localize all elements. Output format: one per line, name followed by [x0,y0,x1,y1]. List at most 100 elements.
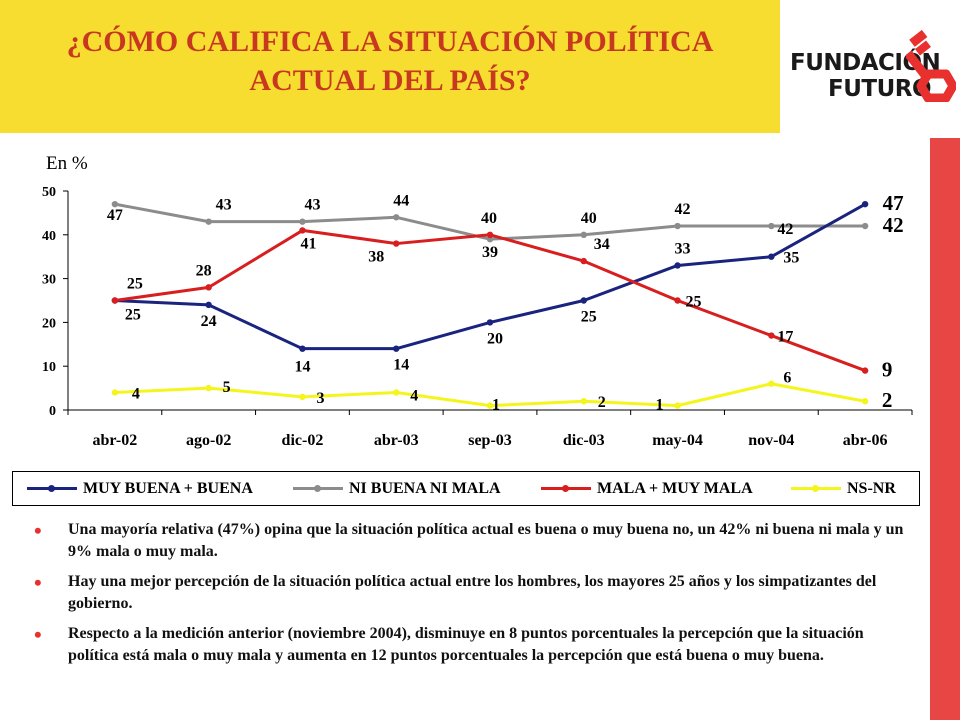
data-label-ns-nr: 2 [598,394,606,411]
data-label-mala: 41 [300,235,316,252]
logo-text-line2: FUTURO [828,76,932,102]
legend-item-mala: MALA + MUY MALA [541,472,753,505]
y-tick-label: 40 [42,229,56,244]
data-label-muy-buena: 47 [883,191,904,215]
legend-label-ns-nr: NS-NR [847,479,896,497]
data-point-mala [486,231,494,238]
data-point-mala [299,227,306,234]
data-point-mala [205,284,212,291]
x-tick-label: dic-03 [563,432,605,449]
legend-item-muy-buena: MUY BUENA + BUENA [27,472,253,505]
x-tick-label: ago-02 [186,432,231,449]
data-point-muy-buena [486,319,494,326]
data-point-ni-buena [674,222,681,230]
page-title-line2: ACTUAL DEL PAÍS? [249,64,531,97]
data-label-ns-nr: 1 [492,397,500,414]
data-label-ns-nr: 6 [783,370,791,387]
data-label-ni-buena: 42 [675,201,691,218]
finding-item: • Hay una mejor percepción de la situaci… [30,571,910,615]
data-point-ns-nr [486,402,494,409]
data-point-muy-buena [580,297,587,304]
data-label-mala: 40 [481,210,497,227]
data-point-ns-nr [205,384,212,392]
y-tick-label: 0 [49,404,56,419]
data-label-ni-buena: 42 [883,213,904,237]
chart-legend: MUY BUENA + BUENA NI BUENA NI MALA MALA … [12,471,920,506]
legend-swatch-ns-nr [791,485,841,492]
y-tick-label: 50 [42,185,56,200]
data-point-muy-buena [393,345,400,352]
data-point-ni-buena [486,235,494,243]
bullet-dot: • [34,570,42,595]
data-point-muy-buena [299,345,306,352]
data-label-muy-buena: 24 [201,313,217,330]
x-tick-label: abr-03 [374,432,419,449]
page-title: ¿CÓMO CALIFICA LA SITUACIÓN POLÍTICA ACT… [20,22,760,100]
fundacion-futuro-logo: FUNDACIÓN FUTURO [788,30,958,110]
y-tick-label: 20 [42,316,56,331]
data-label-ni-buena: 39 [482,244,498,261]
data-label-muy-buena: 25 [125,307,141,324]
data-point-ni-buena [205,218,212,225]
data-label-ns-nr: 2 [882,388,893,412]
x-tick-label: may-04 [652,432,703,449]
findings-list: • Una mayoría relativa (47%) opina que l… [30,519,910,675]
data-label-muy-buena: 35 [783,250,799,267]
data-label-ns-nr: 4 [410,387,418,404]
legend-swatch-muy-buena [27,485,77,492]
y-tick-label: 30 [42,273,56,288]
key-icon [906,30,956,102]
data-label-ni-buena: 47 [107,207,123,224]
bullet-dot: • [34,518,42,543]
data-label-mala: 17 [777,329,793,346]
data-label-mala: 28 [196,262,212,279]
data-point-mala [674,297,681,304]
data-label-mala: 38 [368,249,384,266]
data-point-ns-nr [674,402,681,409]
data-label-muy-buena: 20 [487,330,503,347]
data-point-mala [768,332,775,339]
decorative-side-bar [930,138,960,720]
data-label-muy-buena: 25 [581,309,597,326]
data-label-muy-buena: 14 [294,359,310,376]
x-tick-label: dic-02 [282,432,324,449]
data-point-ni-buena [861,222,869,230]
finding-text: Respecto a la medición anterior (noviemb… [68,625,864,664]
legend-item-ns-nr: NS-NR [791,472,896,505]
title-banner: ¿CÓMO CALIFICA LA SITUACIÓN POLÍTICA ACT… [0,0,780,133]
unit-label: En % [46,153,88,174]
data-point-ni-buena [580,231,587,238]
x-tick-label: abr-06 [843,432,888,449]
legend-swatch-ni-buena [293,485,343,492]
data-point-ns-nr [111,389,119,396]
line-chart: 0 10 20 30 40 50 abr-02 ago-02 dic-02 abr-03 sep-0… [42,185,913,449]
finding-text: Hay una mejor percepción de la situación… [68,573,877,612]
data-label-ns-nr: 3 [316,390,324,407]
data-point-mala [111,297,119,304]
data-label-mala: 34 [594,236,610,253]
data-label-muy-buena: 14 [393,357,409,374]
data-label-ni-buena: 42 [777,221,793,238]
data-point-ns-nr [580,398,587,405]
data-point-ns-nr [768,380,775,387]
data-label-ni-buena: 44 [393,192,409,209]
page-title-line1: ¿CÓMO CALIFICA LA SITUACIÓN POLÍTICA [66,25,714,58]
data-label-ni-buena: 43 [216,197,232,214]
data-point-ns-nr [299,393,306,401]
data-label-ns-nr: 5 [223,379,231,396]
data-point-muy-buena [768,253,775,260]
legend-label-ni-buena: NI BUENA NI MALA [349,479,501,497]
data-label-ns-nr: 4 [132,385,140,402]
finding-item: • Una mayoría relativa (47%) opina que l… [30,519,910,563]
bullet-dot: • [34,622,42,647]
data-label-ns-nr: 1 [656,397,664,414]
data-point-ni-buena [393,214,400,221]
finding-item: • Respecto a la medición anterior (novie… [30,623,910,667]
data-point-ni-buena [299,218,306,225]
data-point-ns-nr [393,389,400,396]
data-point-muy-buena [205,301,212,309]
data-point-ni-buena [768,222,775,230]
data-label-mala: 9 [882,358,893,382]
data-label-ni-buena: 43 [304,197,320,214]
data-point-muy-buena [674,262,681,269]
